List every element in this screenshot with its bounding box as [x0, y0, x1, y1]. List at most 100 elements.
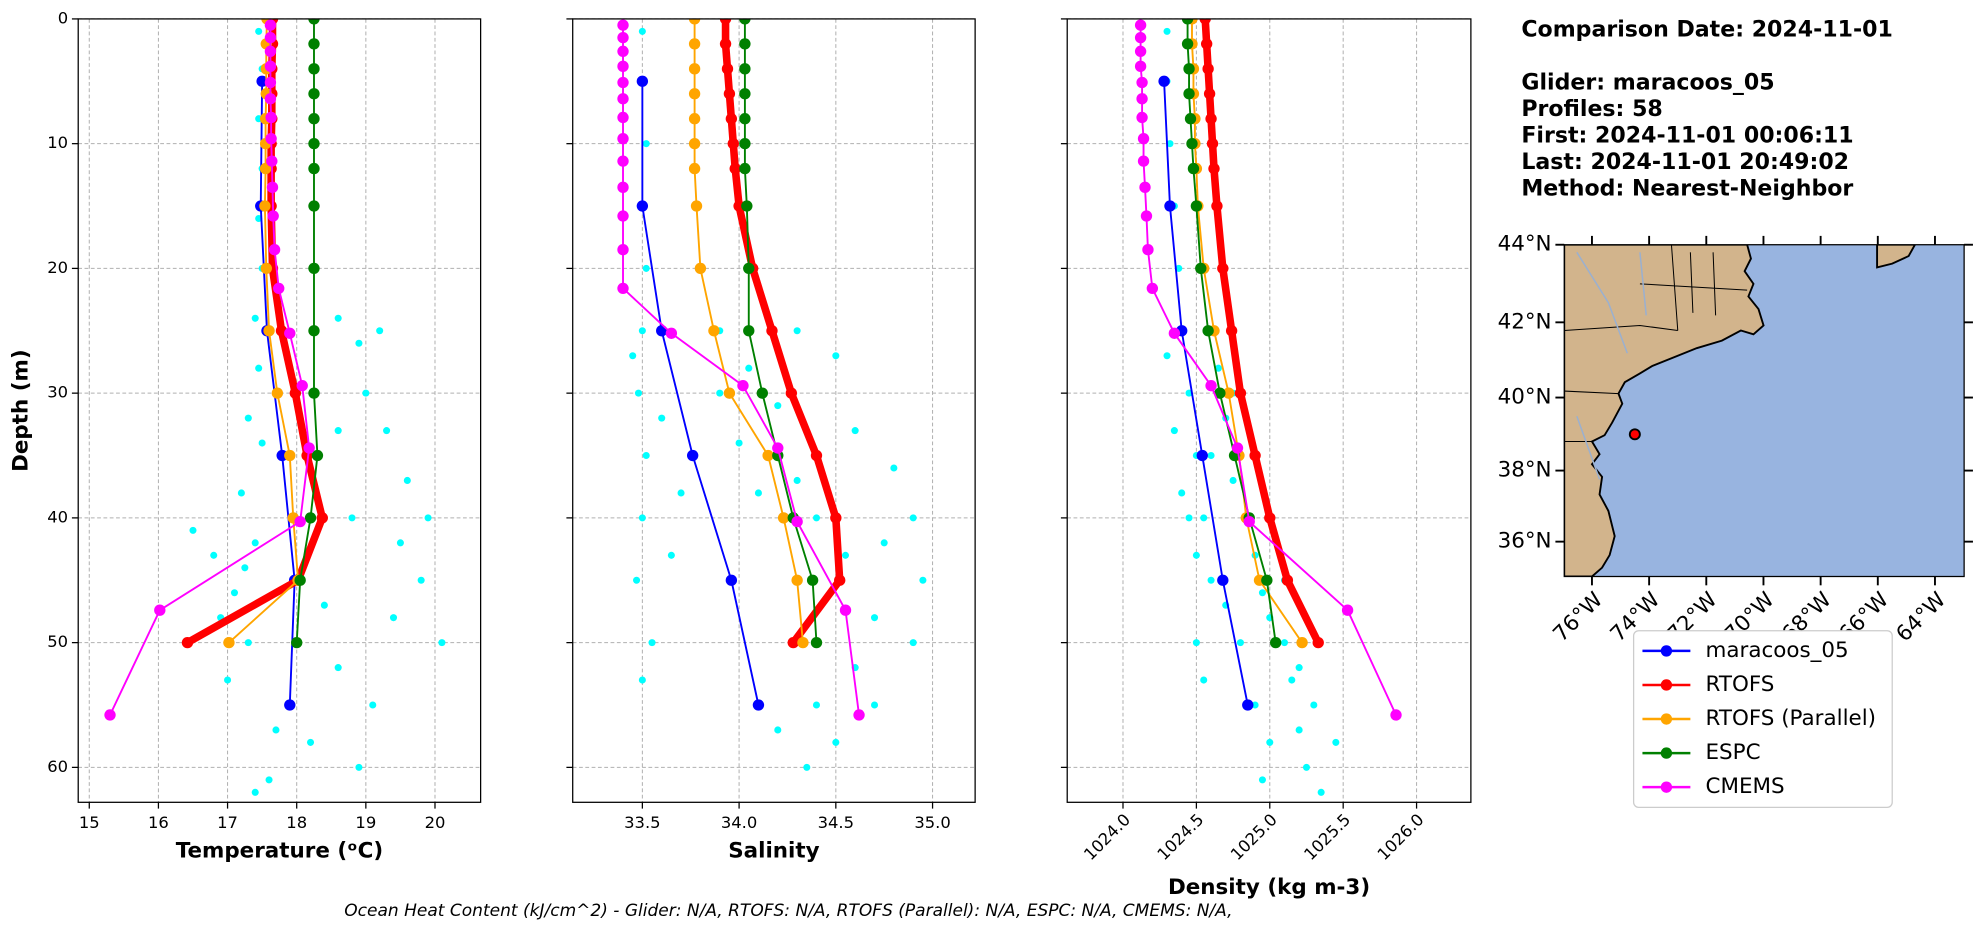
profile-point — [690, 200, 703, 212]
x-tick-label: 18 — [286, 813, 307, 832]
profile-line — [641, 81, 760, 706]
profile-point — [1190, 200, 1203, 212]
profile-point — [289, 387, 301, 399]
y-tick-label: 40°N — [1498, 385, 1552, 410]
raw-point — [919, 576, 927, 584]
raw-point — [230, 589, 239, 597]
profile-point — [725, 574, 738, 586]
profile-point — [617, 155, 629, 167]
x-axis-label: Salinity — [728, 838, 819, 863]
profile-point — [308, 63, 320, 75]
profile-point — [308, 162, 320, 175]
profile-point — [308, 325, 320, 337]
raw-point — [1175, 264, 1183, 272]
glider-position — [1628, 428, 1641, 441]
profile-point — [1136, 76, 1148, 89]
raw-point — [1200, 676, 1208, 684]
raw-point — [1258, 776, 1266, 784]
raw-point — [832, 352, 840, 360]
x-tick-label: 15 — [79, 813, 100, 832]
y-tick-label: 38°N — [1498, 458, 1552, 483]
profile-point — [1312, 636, 1324, 649]
raw-point — [803, 763, 811, 771]
raw-point — [642, 264, 650, 272]
profile-point — [791, 515, 803, 528]
profile-point — [766, 325, 778, 337]
raw-point — [909, 639, 917, 647]
profile-point — [294, 574, 306, 586]
profile-point — [1243, 515, 1255, 528]
raw-point — [642, 140, 650, 148]
raw-point — [244, 639, 252, 647]
profile-point — [1206, 137, 1219, 150]
raw-point — [355, 339, 363, 347]
profile-point — [1261, 574, 1273, 586]
profile-point — [636, 75, 649, 87]
y-tick-label: 42°N — [1498, 309, 1552, 334]
profile-point — [264, 31, 277, 44]
legend-label: RTOFS (Parallel) — [1706, 706, 1877, 731]
profile-point — [1134, 60, 1147, 73]
raw-point — [265, 776, 273, 784]
raw-point — [210, 551, 218, 559]
raw-point — [396, 539, 404, 547]
raw-point — [793, 327, 801, 335]
profile-point — [729, 162, 741, 175]
profile-point — [1208, 162, 1220, 175]
profile-point — [617, 181, 629, 194]
raw-point — [1192, 639, 1200, 647]
raw-point — [251, 788, 259, 796]
profile-point — [1134, 19, 1147, 31]
raw-point — [1310, 701, 1318, 709]
profile-point — [617, 60, 629, 73]
profile-point — [1164, 200, 1176, 212]
profile-point — [739, 88, 751, 100]
profile-point — [268, 244, 281, 256]
profile-point — [739, 113, 751, 125]
profile-point — [308, 387, 320, 399]
profile-point — [1183, 63, 1195, 75]
profile-point — [739, 63, 751, 75]
profile-point — [1242, 699, 1254, 711]
profile-point — [1202, 63, 1214, 75]
profile-point — [636, 200, 649, 212]
legend-marker — [1660, 781, 1673, 793]
raw-point — [355, 763, 363, 771]
raw-point — [424, 514, 432, 522]
raw-point — [224, 676, 232, 684]
raw-point — [255, 27, 263, 35]
x-tick-label: 35.0 — [914, 813, 950, 832]
raw-point — [1166, 140, 1174, 148]
profile-point — [743, 325, 755, 337]
river — [1576, 251, 1647, 480]
y-tick-label: 20 — [47, 258, 68, 277]
raw-point — [832, 738, 840, 746]
raw-point — [638, 676, 646, 684]
profile-point — [617, 111, 629, 124]
profile-point — [688, 18, 701, 25]
profile-point — [1200, 38, 1213, 50]
profile-point — [688, 38, 701, 50]
profile-point — [264, 93, 277, 105]
profile-point — [830, 512, 842, 524]
raw-point — [754, 489, 762, 497]
y-tick-label: 60 — [47, 757, 68, 776]
legend-marker — [1660, 747, 1673, 759]
profile-point — [797, 636, 809, 649]
profile-point — [1137, 155, 1150, 167]
raw-point — [189, 526, 197, 534]
x-axis-label: Density (kg m-3) — [1168, 875, 1370, 900]
raw-point — [334, 314, 342, 322]
info-line: Profiles: 58 — [1521, 97, 1662, 122]
x-tick-label: 33.5 — [624, 813, 660, 832]
profile-point — [834, 574, 846, 586]
profile-point — [1234, 387, 1247, 399]
raw-point — [638, 327, 646, 335]
raw-point — [1214, 364, 1222, 372]
profile-point — [291, 636, 303, 649]
profile-point — [791, 574, 803, 586]
plot-area — [104, 18, 446, 796]
raw-point — [1295, 664, 1303, 672]
profile-point — [259, 200, 271, 212]
profile-point — [1146, 282, 1159, 295]
